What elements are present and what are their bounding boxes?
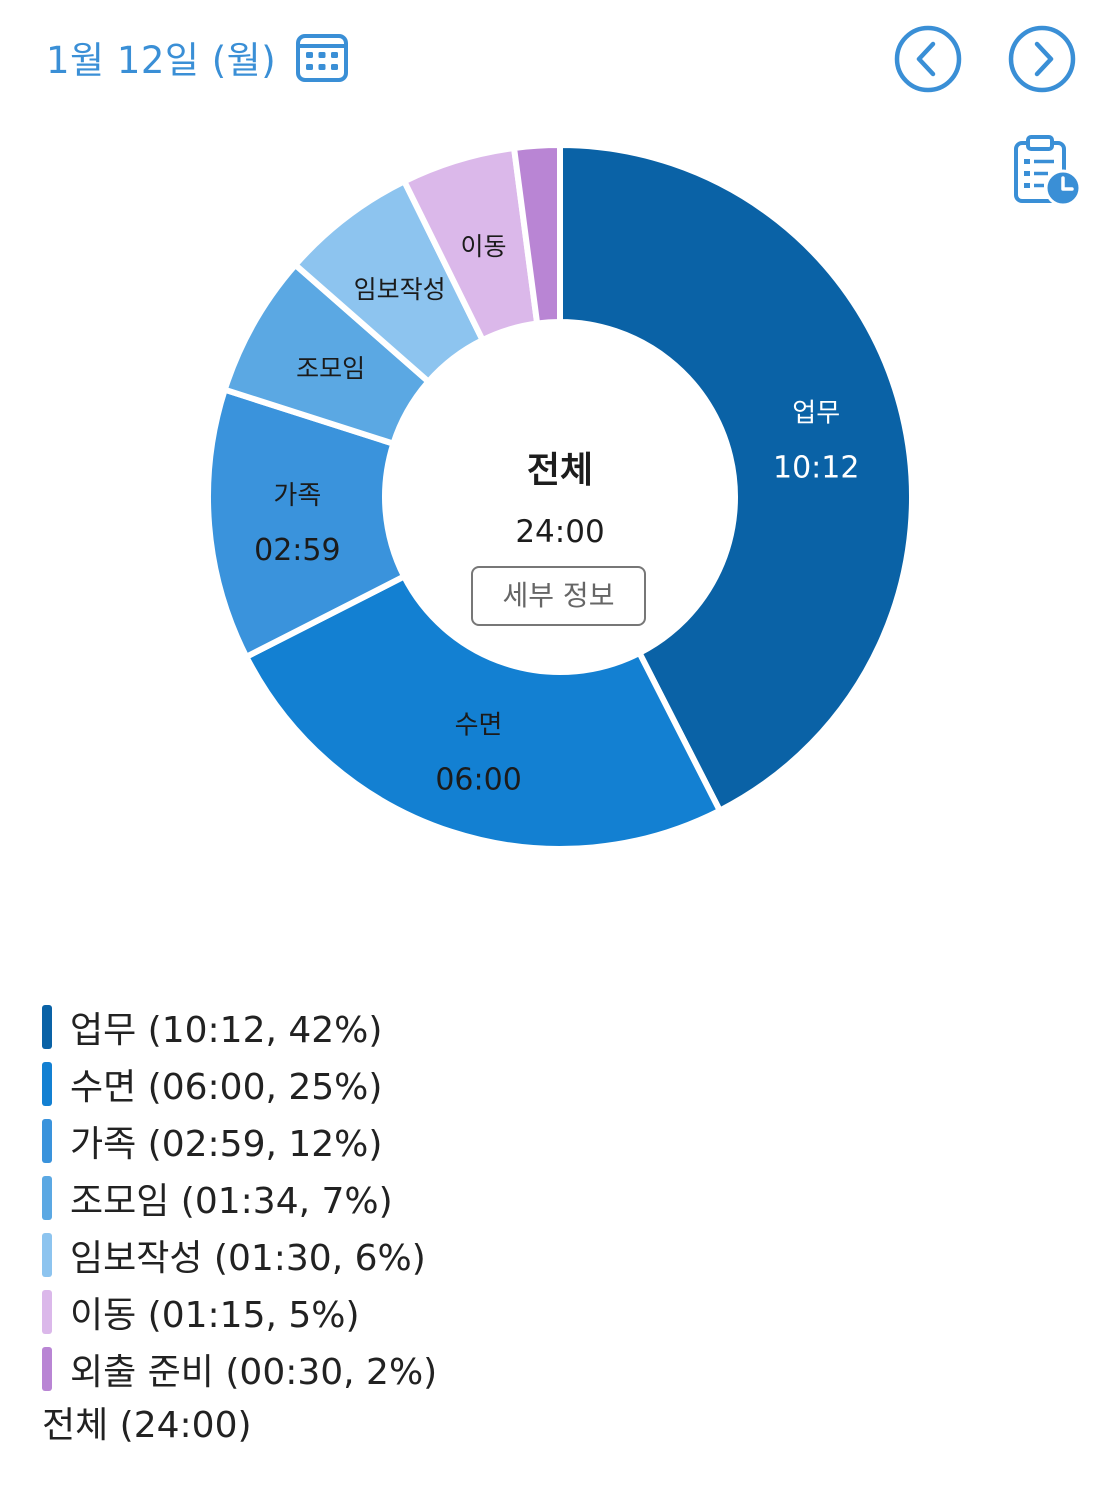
chevron-right-icon: [1008, 25, 1076, 93]
slice-time-2: 02:59: [254, 533, 340, 568]
slice-label-5: 이동: [461, 232, 507, 261]
center-title: 전체: [527, 450, 593, 491]
legend: 업무 (10:12, 42%) 수면 (06:00, 25%) 가족 (02:59,…: [42, 998, 437, 1454]
slice-time-0: 10:12: [773, 450, 859, 485]
legend-label: 임보작성 (01:30, 6%): [70, 1237, 426, 1279]
chevron-left-icon: [894, 25, 962, 93]
calendar-icon[interactable]: [295, 30, 349, 84]
legend-item: 수면 (06:00, 25%): [42, 1055, 437, 1112]
legend-item: 조모임 (01:34, 7%): [42, 1169, 437, 1226]
detail-info-button[interactable]: 세부 정보: [471, 566, 646, 626]
legend-swatch: [42, 1118, 52, 1163]
center-total: 24:00: [515, 514, 604, 550]
legend-label: 조모임 (01:34, 7%): [70, 1180, 393, 1222]
legend-swatch: [42, 1175, 52, 1220]
legend-item: 가족 (02:59, 12%): [42, 1112, 437, 1169]
next-day-button[interactable]: [1007, 24, 1077, 94]
slice-label-4: 임보작성: [354, 275, 446, 304]
legend-swatch: [42, 1004, 52, 1049]
legend-total: 전체 (24:00): [42, 1405, 252, 1446]
slice-2[interactable]: [205, 386, 408, 660]
legend-label: 수면 (06:00, 25%): [70, 1066, 383, 1108]
legend-label: 업무 (10:12, 42%): [70, 1009, 383, 1051]
legend-item: 임보작성 (01:30, 6%): [42, 1226, 437, 1283]
slice-6[interactable]: [511, 142, 563, 327]
slice-label-1: 수면: [455, 711, 503, 741]
legend-label: 외출 준비 (00:30, 2%): [70, 1351, 438, 1393]
slice-1[interactable]: [243, 573, 723, 852]
slice-time-1: 06:00: [435, 763, 521, 798]
legend-swatch: [42, 1232, 52, 1277]
legend-item: 외출 준비 (00:30, 2%): [42, 1340, 437, 1397]
prev-day-button[interactable]: [893, 24, 963, 94]
legend-label: 가족 (02:59, 12%): [70, 1123, 383, 1165]
slice-label-3: 조모임: [296, 354, 365, 383]
legend-swatch: [42, 1061, 52, 1106]
legend-swatch: [42, 1346, 52, 1391]
legend-item: 이동 (01:15, 5%): [42, 1283, 437, 1340]
slice-label-0: 업무: [792, 398, 840, 428]
donut-chart: 업무 10:12 수면 06:00 가족 02:59 조모임 임보작성 이동 전체 24:00: [205, 142, 915, 852]
slice-label-2: 가족: [273, 481, 321, 511]
clipboard-clock-icon[interactable]: [1010, 133, 1084, 209]
legend-label: 이동 (01:15, 5%): [70, 1294, 360, 1336]
slice-0[interactable]: [557, 142, 915, 814]
legend-swatch: [42, 1289, 52, 1334]
date-label[interactable]: 1월 12일 (월): [46, 39, 277, 82]
legend-item: 업무 (10:12, 42%): [42, 998, 437, 1055]
